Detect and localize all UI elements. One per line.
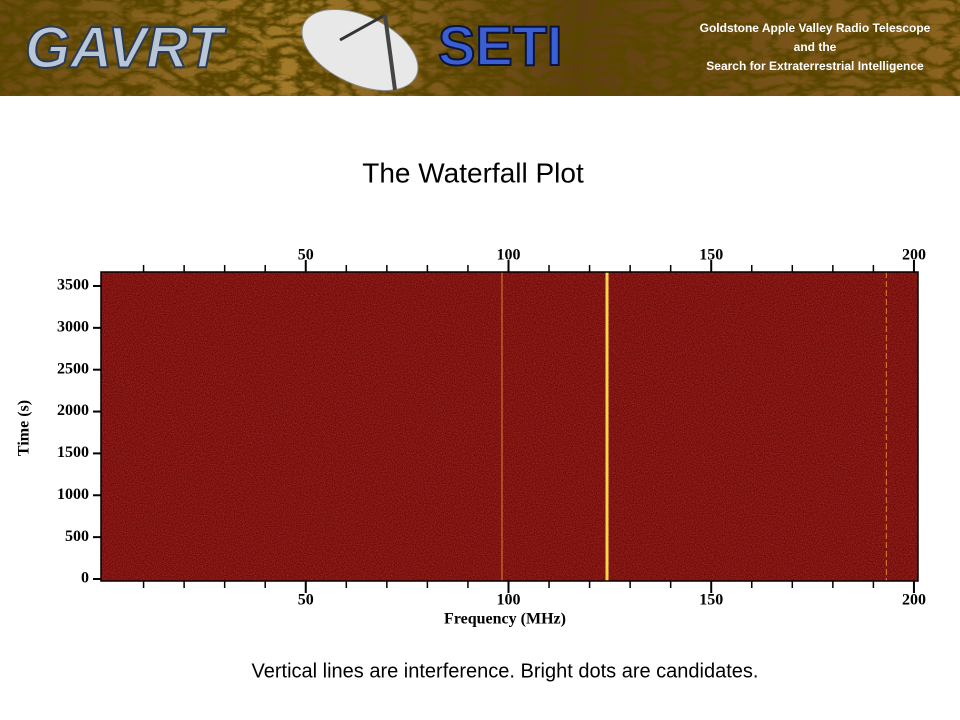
logo-seti: SETI <box>438 14 562 77</box>
dish-icon <box>301 9 419 91</box>
y-tick-label: 500 <box>65 528 89 545</box>
x-tick-label: 200 <box>902 592 926 609</box>
x-tick-label-top: 200 <box>902 247 926 264</box>
waterfall-noise <box>101 272 918 581</box>
banner: GAVRT SETI Goldstone Apple Valley Radio … <box>0 0 960 96</box>
banner-line: Goldstone Apple Valley Radio Telescope <box>700 21 931 35</box>
y-axis-label: Time (s) <box>16 400 33 456</box>
y-tick-label: 1000 <box>57 486 89 503</box>
y-tick-label: 2500 <box>57 360 89 377</box>
y-tick-label: 0 <box>81 570 89 587</box>
logo-gavrt: GAVRT <box>25 15 227 80</box>
y-tick-label: 1500 <box>57 444 89 461</box>
caption: Vertical lines are interference. Bright … <box>252 660 759 682</box>
x-tick-label-top: 50 <box>298 247 314 264</box>
banner-line: and the <box>794 40 837 54</box>
x-tick-label: 100 <box>496 592 520 609</box>
plot: 5050100100150150200200050010001500200025… <box>57 247 926 609</box>
chart-title: The Waterfall Plot <box>362 157 584 188</box>
y-tick-label: 3000 <box>57 319 89 336</box>
x-axis-label: Frequency (MHz) <box>444 611 566 628</box>
x-tick-label: 50 <box>298 592 314 609</box>
plot-frame <box>100 271 919 582</box>
y-tick-label: 3500 <box>57 277 89 294</box>
x-tick-label-top: 150 <box>699 247 723 264</box>
banner-texture <box>0 0 960 96</box>
y-tick-label: 2000 <box>57 402 89 419</box>
x-tick-label-top: 100 <box>496 247 520 264</box>
banner-line: Search for Extraterrestrial Intelligence <box>706 59 924 73</box>
x-tick-label: 150 <box>699 592 723 609</box>
